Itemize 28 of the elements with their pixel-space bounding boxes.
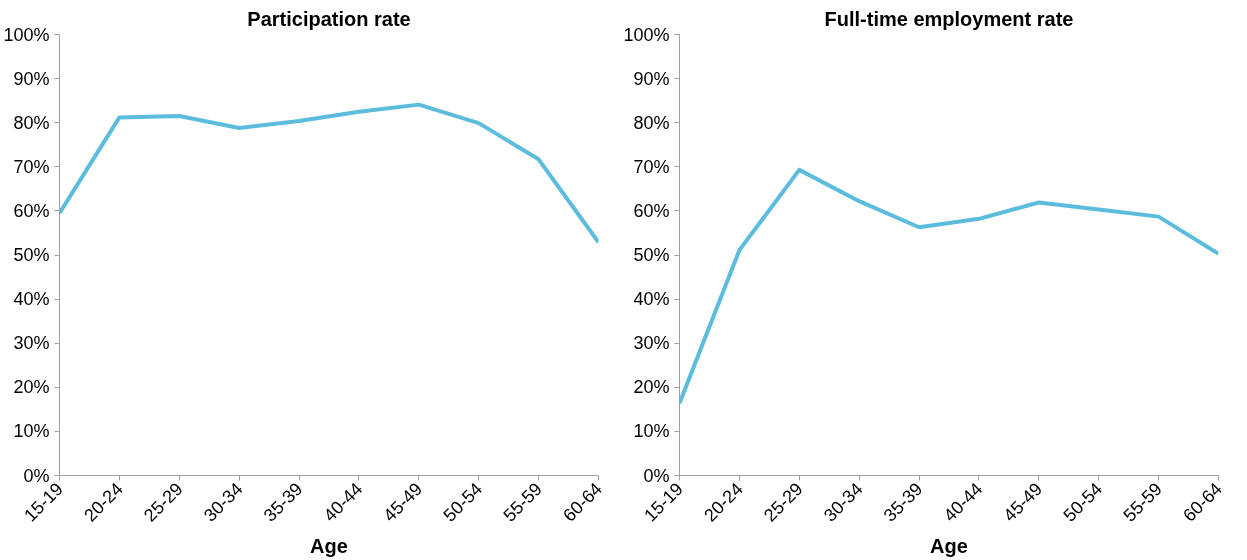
y-tick-label: 90% xyxy=(633,68,670,89)
line-series xyxy=(679,167,1219,406)
y-tick-label: 100% xyxy=(3,24,50,45)
y-tick-label: 10% xyxy=(633,421,670,442)
y-tick-label: 60% xyxy=(633,200,670,221)
y-tick-label: 20% xyxy=(633,377,670,398)
y-tick-label: 30% xyxy=(633,333,670,354)
y-tick-label: 100% xyxy=(623,24,670,45)
chart-title: Participation rate xyxy=(247,7,411,30)
y-tick-label: 10% xyxy=(13,421,50,442)
y-tick-label: 40% xyxy=(13,289,50,310)
y-tick-label: 50% xyxy=(633,245,670,265)
y-tick-label: 0% xyxy=(643,465,670,486)
y-tick-label: 0% xyxy=(23,465,50,486)
y-tick-label: 40% xyxy=(633,289,670,310)
y-tick-label: 50% xyxy=(13,245,50,265)
chart-title: Full-time employment rate xyxy=(824,7,1074,30)
y-tick-label: 80% xyxy=(13,112,50,133)
y-tick-label: 90% xyxy=(13,68,50,89)
y-tick-label: 80% xyxy=(633,112,670,133)
y-tick-label: 20% xyxy=(13,377,50,398)
y-tick-label: 30% xyxy=(13,333,50,354)
y-tick-label: 70% xyxy=(13,156,50,177)
y-tick-label: 60% xyxy=(13,200,50,221)
x-axis-title: Age xyxy=(310,535,348,558)
line-series xyxy=(59,102,599,245)
y-tick-label: 70% xyxy=(633,156,670,177)
x-axis-title: Age xyxy=(930,535,968,558)
